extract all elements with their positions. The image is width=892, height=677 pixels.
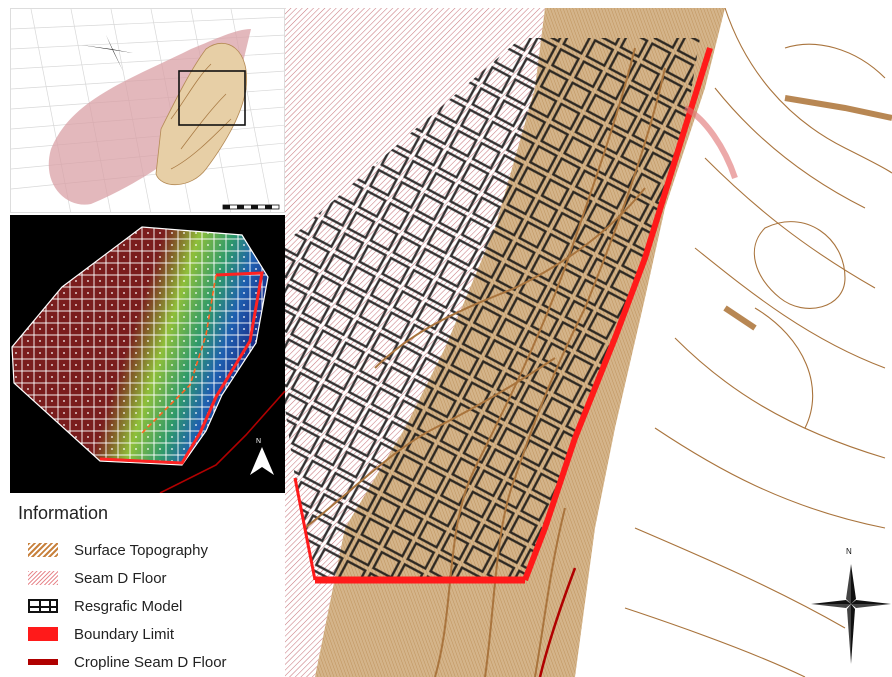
seam-floor-outcrop	[683, 105, 738, 179]
legend-item-cropline-seam-d-floor: Cropline Seam D Floor	[28, 651, 227, 673]
main-detail-map: N	[285, 8, 892, 677]
legend-panel: Information Surface Topography Seam D Fl…	[10, 495, 285, 677]
legend-item-surface-topography: Surface Topography	[28, 539, 208, 561]
legend-item-resgrafic-model: Resgrafic Model	[28, 595, 182, 617]
block-model-view: N	[11, 226, 285, 493]
hatched-pink-swatch-icon	[28, 571, 58, 585]
legend-item-boundary-limit: Boundary Limit	[28, 623, 174, 645]
main-map-view: N	[285, 8, 892, 677]
cropline-seam-d-floor	[538, 567, 577, 677]
overview-3d-inset	[10, 8, 285, 213]
compass-star-icon	[811, 564, 891, 664]
legend-label: Seam D Floor	[74, 569, 167, 587]
legend-label: Boundary Limit	[74, 625, 175, 643]
legend-title: Information	[18, 503, 109, 523]
terrain-ridge-lines	[723, 95, 892, 331]
main-north-label: N	[846, 547, 852, 556]
surface-topography-3d	[155, 43, 248, 186]
dark-red-line-swatch-icon	[28, 659, 58, 665]
block-model-inset: N	[10, 215, 285, 493]
overview-3d-view	[11, 9, 284, 212]
scale-bar	[222, 204, 280, 210]
north-arrow-3d-icon	[81, 35, 133, 71]
cropline-line	[159, 390, 285, 493]
legend-item-seam-d-floor: Seam D Floor	[28, 567, 167, 589]
legend-label: Cropline Seam D Floor	[74, 653, 227, 671]
legend-label: Surface Topography	[74, 541, 208, 559]
terrain-contour-lines	[624, 8, 892, 677]
legend-label: Resgrafic Model	[74, 597, 183, 615]
boundary-limit	[293, 47, 713, 584]
boundary-limit-line	[99, 271, 264, 465]
red-swatch-icon	[28, 627, 58, 641]
topography-contours	[304, 47, 666, 677]
hatched-brown-swatch-icon	[28, 543, 58, 557]
area-of-interest-box	[178, 70, 246, 126]
inset-north-label: N	[256, 438, 261, 445]
grid-swatch-icon	[28, 599, 58, 613]
north-arrow-icon	[250, 447, 274, 475]
